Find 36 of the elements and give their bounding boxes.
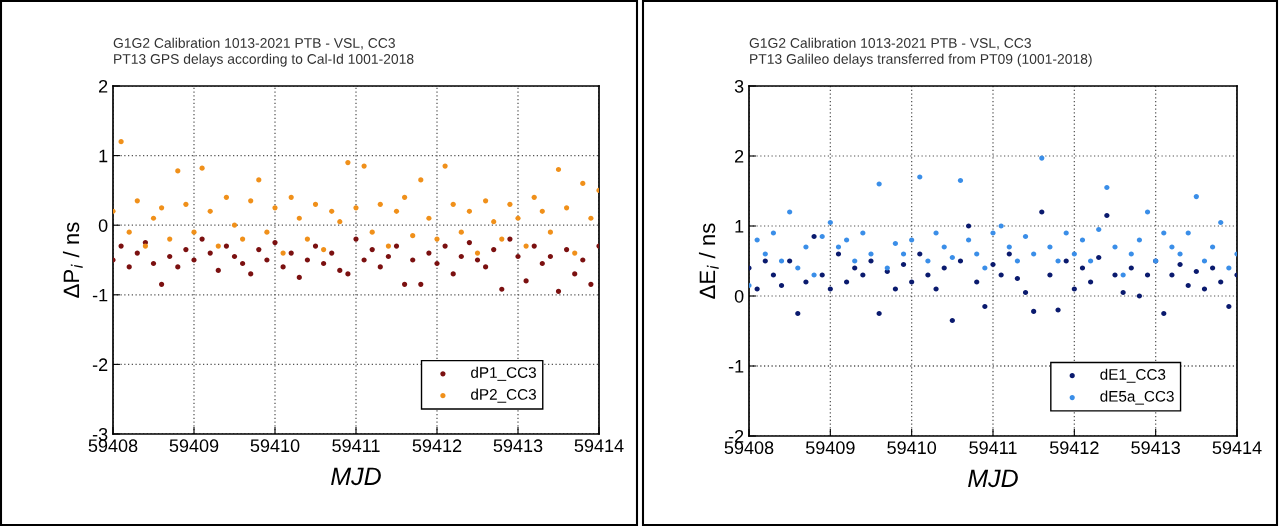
x-tick-label: 59410 (250, 439, 300, 453)
legend-label: dP1_CC3 (471, 366, 536, 381)
y-tick-label: 1 (99, 149, 108, 163)
legend-label: dE1_CC3 (1100, 368, 1166, 383)
y-tick-label: 0 (734, 289, 744, 303)
x-tick-label: 59408 (724, 441, 774, 455)
x-tick-label: 59409 (805, 441, 855, 455)
y-axis-title: ΔE$_{i}$ / ns (698, 223, 719, 299)
legend-label: dP2_CC3 (471, 388, 536, 403)
y-tick-label: 3 (734, 79, 744, 93)
x-tick-label: 59410 (887, 441, 937, 455)
y-tick-label: -3 (92, 427, 108, 441)
x-tick-label: 59412 (1049, 441, 1099, 455)
x-tick-label: 59408 (88, 439, 138, 453)
y-tick-label: -2 (92, 358, 108, 371)
y-tick-label: 2 (99, 79, 108, 93)
x-tick-label: 59412 (412, 439, 462, 453)
y-tick-label: -2 (728, 429, 744, 443)
legend-label: dE5a_CC3 (1100, 390, 1174, 405)
x-tick-label: 59414 (1212, 441, 1262, 455)
y-tick-label: 0 (98, 219, 108, 232)
x-tick-label: 59414 (574, 439, 624, 453)
x-axis-title: MJD (968, 469, 1018, 488)
y-tick-label: -1 (92, 288, 108, 302)
x-tick-label: 59413 (1131, 441, 1180, 455)
chart-title: G1G2 Calibration 1013-2021 PTB - VSL, CC3 PT13 GPS delays according to Cal-Id 1001-2018 (113, 37, 414, 67)
y-tick-label: 1 (735, 220, 744, 233)
x-tick-label: 59411 (969, 441, 1017, 455)
x-tick-label: 59413 (493, 439, 543, 453)
y-tick-label: -1 (728, 360, 744, 373)
x-axis-title: MJD (331, 467, 381, 486)
y-tick-label: 2 (735, 149, 744, 163)
chart-title: G1G2 Calibration 1013-2021 PTB - VSL, CC3 PT13 Galileo delays transferred from PT09 (1001-2018) (749, 37, 1092, 67)
y-axis-title: ΔP$_{i}$ / ns (62, 222, 83, 298)
x-tick-label: 59409 (169, 439, 219, 453)
x-tick-label: 59411 (332, 439, 380, 453)
